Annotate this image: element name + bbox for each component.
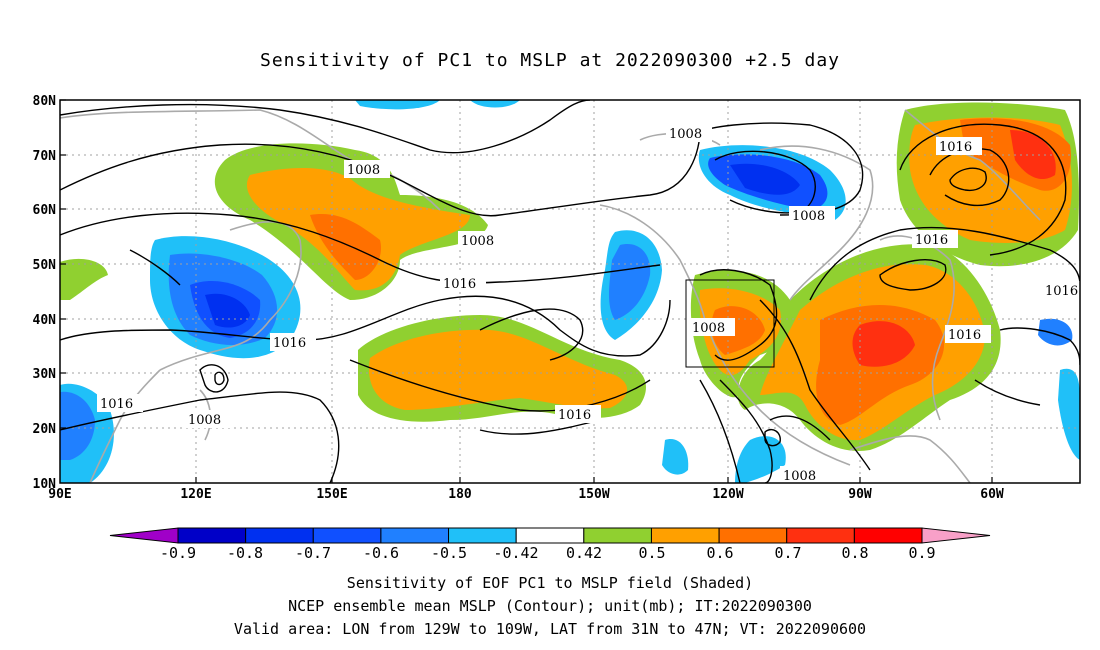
axis-ticks bbox=[60, 99, 993, 483]
colorbar-segment bbox=[583, 527, 652, 544]
contour-label: 1008 bbox=[461, 234, 494, 249]
colorbar-label: 0.6 bbox=[706, 544, 733, 562]
contour-label: 1016 bbox=[100, 397, 133, 412]
lat-label: 50N bbox=[33, 258, 57, 273]
colorbar-label: -0.42 bbox=[493, 544, 538, 562]
contour-label: 1016 bbox=[915, 233, 948, 248]
colorbar-segment bbox=[853, 527, 923, 544]
lon-label: 120W bbox=[712, 487, 743, 502]
contour-label: 1016 bbox=[948, 328, 981, 343]
colorbar-label: 0.5 bbox=[638, 544, 665, 562]
contour-label: 1008 bbox=[783, 469, 816, 484]
longitude-labels: 90E 120E 150E 180 150W 120W 90W 60W bbox=[48, 487, 1004, 502]
map-frame bbox=[59, 99, 1081, 484]
footer-line-1: Sensitivity of EOF PC1 to MSLP field (Sh… bbox=[346, 574, 754, 592]
colorbar-label: -0.5 bbox=[431, 544, 467, 562]
lon-label: 150E bbox=[316, 487, 347, 502]
colorbar-segment bbox=[380, 527, 450, 544]
contour-label: 1016 bbox=[443, 277, 476, 292]
map-title: Sensitivity of PC1 to MSLP at 2022090300… bbox=[259, 50, 840, 71]
colorbar-label: -0.8 bbox=[227, 544, 263, 562]
colorbar-segment bbox=[515, 527, 585, 544]
lat-label: 80N bbox=[33, 94, 57, 109]
contour-label: 1016 bbox=[1045, 284, 1078, 299]
lat-label: 60N bbox=[33, 203, 57, 218]
colorbar-label: -0.7 bbox=[295, 544, 331, 562]
map-plot-area: 1008 1008 1008 1016 1016 1016 1016 1008 … bbox=[60, 100, 1080, 484]
colorbar-label: 0.7 bbox=[774, 544, 801, 562]
latitude-labels: 80N 70N 60N 50N 40N 30N 20N 10N bbox=[33, 94, 57, 492]
lat-label: 70N bbox=[33, 149, 57, 164]
colorbar-segment bbox=[312, 527, 382, 544]
contour-label: 1008 bbox=[347, 163, 380, 178]
contour-label: 1016 bbox=[939, 140, 972, 155]
colorbar-label: 0.8 bbox=[841, 544, 868, 562]
lon-label: 180 bbox=[448, 487, 472, 502]
colorbar-right-arrow bbox=[921, 527, 991, 544]
contour-label: 1008 bbox=[188, 413, 221, 428]
lon-label: 90E bbox=[48, 487, 71, 502]
lat-label: 40N bbox=[33, 313, 57, 328]
colorbar-label: -0.6 bbox=[363, 544, 399, 562]
colorbar-segment bbox=[650, 527, 720, 544]
lon-label: 120E bbox=[180, 487, 211, 502]
lat-label: 30N bbox=[33, 367, 57, 382]
colorbar-label: -0.9 bbox=[160, 544, 196, 562]
footer-line-2: NCEP ensemble mean MSLP (Contour); unit(… bbox=[288, 597, 812, 615]
mslp-contours bbox=[60, 100, 1080, 483]
contour-label: 1008 bbox=[792, 209, 825, 224]
colorbar bbox=[109, 527, 991, 544]
colorbar-label: 0.9 bbox=[908, 544, 935, 562]
contour-label: 1008 bbox=[669, 127, 702, 142]
contour-labels: 1008 1008 1008 1016 1016 1016 1016 1008 … bbox=[97, 124, 1080, 484]
contour-label: 1016 bbox=[273, 336, 306, 351]
lon-label: 60W bbox=[980, 487, 1004, 502]
colorbar-labels: -0.9 -0.8 -0.7 -0.6 -0.5 -0.42 0.42 0.5 … bbox=[160, 544, 936, 562]
valid-area-box bbox=[685, 279, 775, 368]
colorbar-segment bbox=[786, 527, 855, 544]
contour-label: 1008 bbox=[692, 321, 725, 336]
lon-label: 90W bbox=[848, 487, 872, 502]
lat-label: 10N bbox=[33, 477, 57, 492]
colorbar-segment bbox=[448, 527, 517, 544]
colorbar-segment bbox=[177, 527, 247, 544]
colorbar-segment bbox=[245, 527, 314, 544]
lat-label: 20N bbox=[33, 422, 57, 437]
colorbar-segment bbox=[718, 527, 788, 544]
lon-label: 150W bbox=[578, 487, 609, 502]
colorbar-label: 0.42 bbox=[566, 544, 602, 562]
contour-label: 1016 bbox=[558, 408, 591, 423]
footer-line-3: Valid area: LON from 129W to 109W, LAT f… bbox=[233, 620, 867, 638]
colorbar-left-arrow bbox=[109, 527, 179, 544]
